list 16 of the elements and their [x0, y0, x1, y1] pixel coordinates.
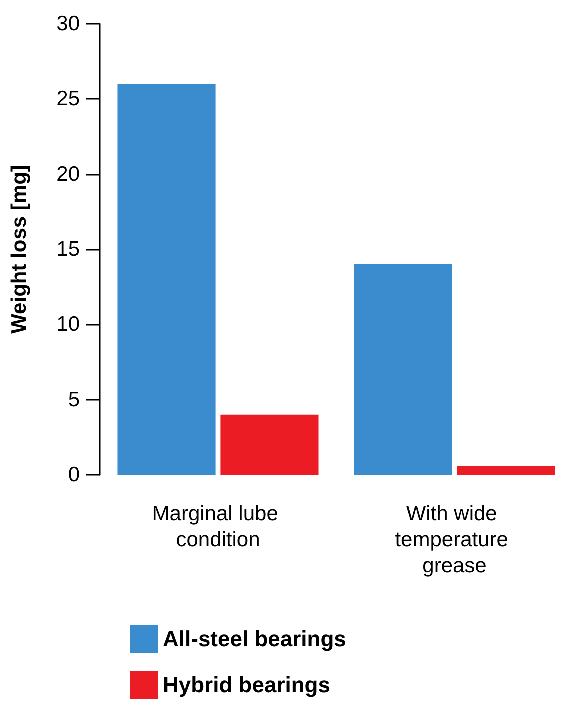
legend-label: Hybrid bearings [163, 672, 330, 698]
bar [457, 466, 556, 475]
y-tick-label: 10 [56, 313, 80, 336]
bar [220, 414, 319, 475]
y-tick-label: 30 [56, 12, 80, 36]
bar [118, 84, 216, 475]
bar [354, 264, 452, 475]
y-tick-label: 25 [56, 88, 80, 111]
x-tick-label: Marginal lube condition [152, 502, 284, 552]
x-tick-label: With wide temperature grease [395, 502, 514, 578]
y-tick-label: 5 [68, 388, 80, 412]
legend-label: All-steel bearings [163, 626, 346, 652]
y-tick-label: 20 [56, 162, 80, 186]
y-tick-label: 15 [56, 238, 80, 261]
y-tick-label: 0 [68, 464, 80, 486]
y-axis-title: Weight loss [mg] [8, 165, 31, 334]
